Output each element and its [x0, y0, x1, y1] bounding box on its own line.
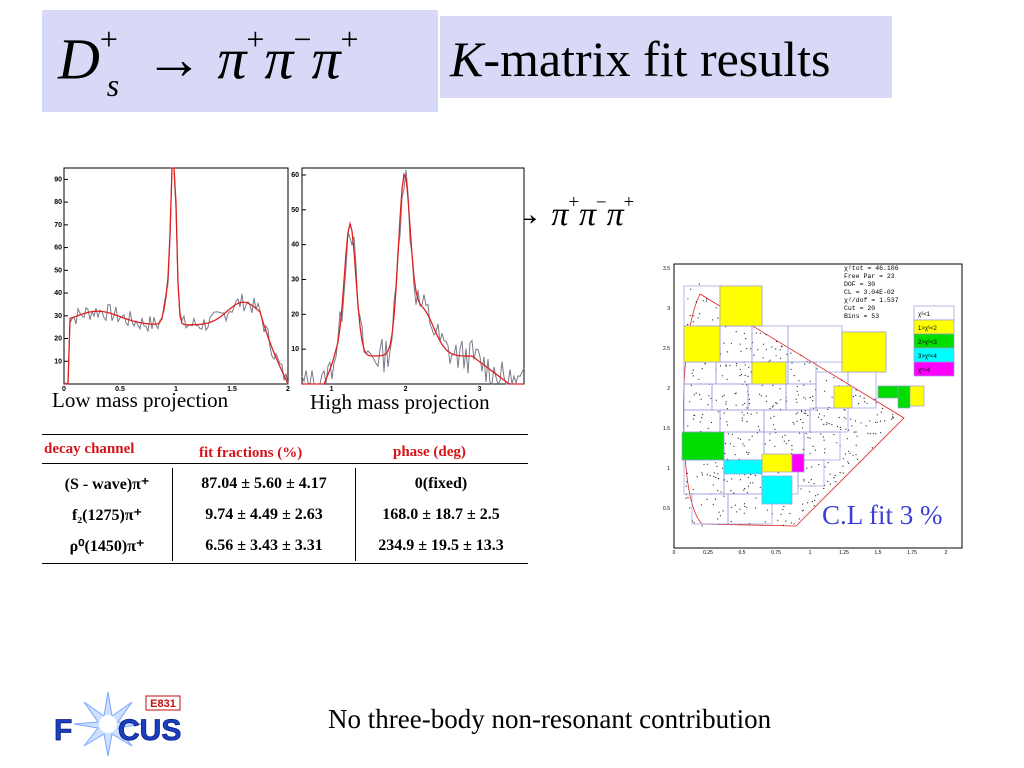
- fit-results-table: decay channel fit fractions (%) phase (d…: [42, 434, 528, 564]
- x-tick-label: 1: [174, 386, 178, 393]
- svg-text:Bins = 53: Bins = 53: [844, 313, 879, 320]
- legend-swatch: [913, 361, 955, 377]
- x-tick-label: 1.5: [227, 386, 237, 393]
- high-mass-projection-plot: 10 20 30 40 50 60 1 2 3: [291, 167, 525, 393]
- footer-note: No three-body non-resonant contribution: [328, 704, 772, 734]
- phase-cell: 0(fixed): [414, 474, 468, 492]
- header-phase: phase (deg): [393, 444, 466, 460]
- svg-text:DOF = 30: DOF = 30: [844, 281, 875, 288]
- legend-label: 3>χ²<4: [918, 354, 937, 360]
- logo-badge: E831: [150, 698, 176, 710]
- low-mass-label: Low mass projection: [52, 388, 229, 412]
- low-mass-projection-plot: 10 20 30 40 50 60 70 80 90 0 0.5 1 1.5 2: [54, 167, 290, 393]
- logo-letter-f: F: [54, 714, 72, 747]
- channel-cell: f₂(1275)π⁺: [42, 499, 173, 530]
- x-tick-label: 0.75: [771, 550, 781, 556]
- y-tick-label: 10: [291, 346, 299, 353]
- fraction-cell: 6.56 ± 3.43 ± 3.31: [172, 530, 356, 561]
- svg-text:CL = 3.04E-02: CL = 3.04E-02: [844, 289, 895, 296]
- table-row: ρ⁰(1450)π⁺ 6.56 ± 3.43 ± 3.31 234.9 ± 19…: [42, 530, 526, 561]
- y-tick-label: 40: [54, 290, 62, 297]
- y-tick-label: 1.5: [663, 426, 670, 432]
- dalitz-colored-bins: [681, 285, 925, 505]
- y-tick-label: 40: [291, 242, 299, 249]
- title-equation-box: [42, 10, 438, 112]
- y-tick-label: 1: [667, 466, 670, 472]
- phase-cell: 234.9 ± 19.5 ± 13.3: [378, 536, 504, 554]
- legend-label: χ²<1: [918, 312, 931, 318]
- y-tick-label: 3.5: [663, 266, 670, 272]
- phase-cell: 168.0 ± 18.7 ± 2.5: [382, 505, 500, 523]
- dalitz-legend: χ²<1 1>χ²<2 2>χ²<3 3>χ²<4 χ²>4: [913, 305, 955, 377]
- y-tick-label: 30: [291, 276, 299, 283]
- table-top-rule: [42, 434, 528, 435]
- channel-cell: (S - wave)π⁺: [42, 468, 173, 499]
- y-tick-label: 30: [54, 313, 62, 320]
- y-tick-label: 60: [54, 245, 62, 252]
- legend-label: 2>χ²<3: [918, 340, 937, 346]
- x-tick-label: 0.5: [115, 386, 125, 393]
- x-tick-label: 2: [404, 386, 408, 393]
- y-tick-label: 50: [54, 267, 62, 274]
- x-tick-label: 1.25: [839, 550, 849, 556]
- x-tick-label: 0: [62, 386, 66, 393]
- low-mass-y-axis: 10 20 30 40 50 60 70 80 90: [54, 176, 68, 365]
- header-fit-fractions: fit fractions (%): [199, 445, 303, 461]
- y-tick-label: 20: [291, 311, 299, 318]
- high-mass-label: High mass projection: [310, 390, 490, 414]
- svg-text:Free Par = 23: Free Par = 23: [844, 273, 895, 280]
- high-mass-y-axis: 10 20 30 40 50 60: [291, 172, 306, 353]
- y-tick-label: 50: [291, 207, 299, 214]
- low-mass-x-axis: 0 0.5 1 1.5 2: [62, 386, 290, 393]
- title-text: K-matrix fit results: [450, 31, 831, 87]
- y-tick-label: 0.5: [663, 506, 670, 512]
- title-text-box: [440, 16, 892, 98]
- fraction-cell: 9.74 ± 4.49 ± 2.63: [172, 499, 356, 530]
- svg-text:χ²tot = 46.106: χ²tot = 46.106: [844, 265, 899, 272]
- y-tick-label: 10: [54, 358, 62, 365]
- y-tick-label: 20: [54, 336, 62, 343]
- svg-text:Cut = 20: Cut = 20: [844, 305, 875, 312]
- y-tick-label: 2.5: [663, 346, 670, 352]
- x-tick-label: 0.5: [739, 550, 746, 556]
- y-tick-label: 70: [54, 222, 62, 229]
- x-tick-label: 1.75: [907, 550, 917, 556]
- y-tick-label: 90: [54, 176, 62, 183]
- dalitz-axes: 0 0.25 0.5 0.75 1 1.25 1.5 1.75 2 0.5 1 1.5 2 2.5 3 3.…: [663, 266, 948, 556]
- x-tick-label: 2: [945, 550, 948, 556]
- svg-text:χ²/dof = 1.537: χ²/dof = 1.537: [844, 297, 899, 304]
- fraction-cell: 87.04 ± 5.60 ± 4.17: [172, 468, 356, 499]
- x-tick-label: 2: [286, 386, 290, 393]
- table-bottom-rule: [42, 563, 528, 564]
- x-tick-label: 3: [478, 386, 482, 393]
- x-tick-label: 0: [673, 550, 676, 556]
- x-tick-label: 1: [809, 550, 812, 556]
- legend-label: 1>χ²<2: [918, 326, 937, 332]
- y-tick-label: 3: [667, 306, 670, 312]
- table-row: f₂(1275)π⁺ 9.74 ± 4.49 ± 2.63 168.0 ± 18…: [42, 499, 526, 530]
- dalitz-stats: χ²tot = 46.106 Free Par = 23 DOF = 30 CL…: [844, 265, 899, 320]
- table-header-rule: [42, 463, 528, 464]
- title-equation: D+s → π+π−π+: [58, 22, 359, 104]
- low-mass-fit-curve: [64, 167, 289, 385]
- fit-results-rows: (S - wave)π⁺ 87.04 ± 5.60 ± 4.17 0(fixed…: [42, 468, 526, 561]
- y-tick-label: 80: [54, 199, 62, 206]
- y-tick-label: 2: [667, 386, 670, 392]
- confidence-level-text: C.L fit 3 %: [822, 500, 943, 530]
- logo-letters-cus: CUS: [118, 714, 181, 747]
- channel-cell: ρ⁰(1450)π⁺: [42, 530, 173, 561]
- table-row: (S - wave)π⁺ 87.04 ± 5.60 ± 4.17 0(fixed…: [42, 468, 526, 499]
- high-mass-fit-curve: [302, 172, 524, 385]
- x-tick-label: 1: [330, 386, 334, 393]
- focus-e831-logo: E831 F CUS: [54, 691, 182, 756]
- header-decay-channel: decay channel: [44, 441, 135, 457]
- x-tick-label: 0.25: [703, 550, 713, 556]
- high-mass-x-axis: 1 2 3: [330, 386, 482, 393]
- dalitz-chi2-plot: 0 0.25 0.5 0.75 1 1.25 1.5 1.75 2 0.5 1 1.5 2 2.5 3 3.…: [663, 263, 963, 556]
- y-tick-label: 60: [291, 172, 299, 179]
- legend-label: χ²>4: [918, 368, 931, 374]
- x-tick-label: 1.5: [875, 550, 882, 556]
